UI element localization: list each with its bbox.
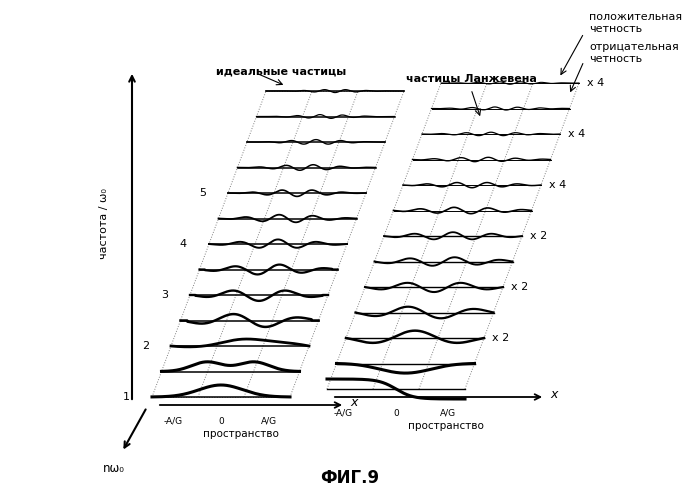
Text: x 2: x 2	[492, 333, 510, 343]
Text: пространство: пространство	[203, 429, 279, 439]
Text: x 2: x 2	[511, 282, 528, 292]
Text: x: x	[350, 395, 357, 409]
Text: частота / ω₀: частота / ω₀	[99, 188, 109, 259]
Text: 0: 0	[393, 409, 399, 418]
Text: x 4: x 4	[549, 180, 566, 190]
Text: пространство: пространство	[408, 421, 484, 431]
Text: идеальные частицы: идеальные частицы	[216, 66, 346, 76]
Text: x: x	[550, 387, 557, 400]
Text: nω₀: nω₀	[103, 462, 125, 475]
Text: 1: 1	[123, 392, 130, 402]
Text: 3: 3	[161, 290, 168, 300]
Text: 2: 2	[142, 341, 149, 351]
Text: частицы Ланжевена: частицы Ланжевена	[405, 74, 536, 84]
Text: положительная
четность: положительная четность	[589, 12, 682, 34]
Text: -A/G: -A/G	[163, 417, 182, 426]
Text: A/G: A/G	[261, 417, 278, 426]
Text: 4: 4	[180, 239, 187, 249]
Text: отрицательная
четность: отрицательная четность	[589, 42, 679, 64]
Text: -A/G: -A/G	[334, 409, 353, 418]
Text: x 4: x 4	[587, 78, 604, 88]
Text: x 2: x 2	[530, 231, 547, 241]
Text: A/G: A/G	[440, 409, 456, 418]
Text: 5: 5	[199, 188, 206, 198]
Text: x 4: x 4	[568, 129, 585, 139]
Text: ФИГ.9: ФИГ.9	[320, 469, 379, 487]
Text: 0: 0	[218, 417, 224, 426]
